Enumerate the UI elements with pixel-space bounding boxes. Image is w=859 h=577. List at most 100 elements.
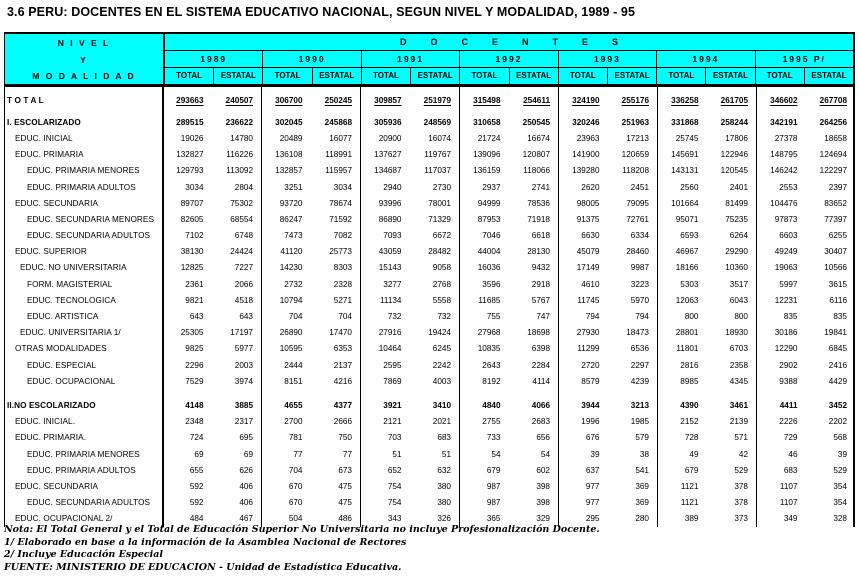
cell-value-text: 141900 [572,150,600,160]
cell-value: 38 [608,450,658,459]
cell-value-text: 6845 [828,344,847,354]
row-label-text: EDUC. PRIMARIA MENORES [27,449,140,459]
note-nota: Nota: El Total General y el Total de Edu… [4,524,600,535]
cell-value: 2683 [509,417,559,426]
cell-value: 2940 [360,183,410,192]
year-header-1990: 1990 [263,51,362,67]
cell-value-text: 143131 [671,166,699,176]
cell-value-text: 6334 [630,231,649,241]
cell-value-text: 120659 [621,150,649,160]
subcols-row: TOTAL ESTATAL TOTAL ESTATAL TOTAL ESTATAL TOTA… [165,68,853,84]
cell-value: 25745 [657,134,707,143]
cell-value-text: 8985 [680,376,699,386]
cell-value-text: 82605 [180,214,204,224]
cell-value-text: 754 [387,481,402,491]
cell-value-text: 305936 [374,117,402,127]
cell-value-text: 342191 [770,117,798,127]
row-label-text: EDUC. INICIAL. [15,417,76,427]
cell-value: 1985 [608,417,658,426]
cell-value: 236622 [212,118,262,127]
cell-value-text: 11299 [577,344,600,354]
cell-value: 16074 [410,134,460,143]
nivel-label: N I V E L [57,38,111,48]
cell-value: 115957 [311,166,361,175]
cell-value-text: 2152 [680,417,699,427]
cell-value-text: 68554 [230,214,253,224]
cell-value: 987 [459,482,509,491]
cell-value-text: 45079 [576,247,600,257]
cell-value: 343 [360,514,410,523]
cell-value: 7227 [212,263,262,272]
cell-value-text: 267708 [819,95,847,105]
cell-value-text: 732 [387,312,402,322]
cell-value: 6255 [806,231,856,240]
cell-value-text: 1107 [779,498,798,508]
cell-value-text: 258244 [720,117,748,127]
cell-value-text: 11745 [577,295,600,305]
cell-value: 9058 [410,263,460,272]
row-label-text: EDUC. ESPECIAL [27,360,97,370]
cell-value: 703 [360,433,410,442]
cell-value-text: 1121 [680,498,699,508]
total-subheader: TOTAL [263,68,313,84]
cell-value: 331868 [657,118,707,127]
cell-value-text: 25773 [329,247,352,257]
note-fuente: FUENTE: MINISTERIO DE EDUCACION - Unidad… [4,561,402,573]
cell-value-text: 78674 [329,198,352,208]
cell-value: 15143 [360,263,410,272]
cell-value: 7869 [360,377,410,386]
cell-value-text: 398 [536,498,550,508]
cell-value: 258244 [707,118,757,127]
cell-value-text: 835 [783,312,798,322]
cell-value-text: 43059 [378,247,402,257]
cell-value: 18930 [707,328,757,337]
cell-value-text: 2296 [185,360,204,370]
cell-value: 20900 [360,134,410,143]
cell-value-text: 27378 [774,133,798,143]
year-header-1994: 1994 [657,51,756,67]
cell-value: 293663 [162,96,212,105]
cell-value: 2730 [410,183,460,192]
cell-value-text: 120545 [720,166,748,176]
cell-value: 2451 [608,183,658,192]
cell-value-text: 134687 [374,166,402,176]
cell-value-text: 2397 [828,182,847,192]
row-label-text: EDUC. NO UNIVERSITARIA [20,263,127,273]
cell-value-text: 2242 [432,360,451,370]
cell-value-text: 728 [684,433,699,443]
cell-value-text: 236622 [225,117,253,127]
cell-value-text: 4003 [432,376,451,386]
cell-value: 120659 [608,150,658,159]
cell-value: 8192 [459,377,509,386]
cell-value-text: 343 [387,514,402,524]
cell-value-text: 4840 [482,400,501,410]
cell-value: 467 [212,514,262,523]
row-label-text: I. ESCOLARIZADO [7,117,81,127]
cell-value: 9821 [162,296,212,305]
cell-value-text: 2121 [383,417,402,427]
cell-value-text: 18166 [675,263,699,273]
year-header-1993: 1993 [559,51,658,67]
cell-value: 10464 [360,344,410,353]
cell-value-text: 132857 [275,166,303,176]
row-label: I. ESCOLARIZADO [4,118,162,127]
cell-value: 704 [261,312,311,321]
cell-value: 11801 [657,344,707,353]
cell-value: 39 [806,450,856,459]
cell-value-text: 2940 [383,182,402,192]
cell-value: 42 [707,450,757,459]
cell-value-text: 7102 [185,231,204,241]
cell-value-text: 2137 [333,360,352,370]
cell-value: 2139 [707,417,757,426]
cell-value-text: 28460 [626,247,649,257]
cell-value: 3034 [311,183,361,192]
estatal-subheader: ESTATAL [313,68,362,84]
cell-value-text: 5970 [630,295,649,305]
cell-value-text: 6043 [729,295,748,305]
row-label-text: EDUC. SECUNDARIA ADULTOS [27,498,151,508]
cell-value-text: 9987 [630,263,649,273]
cell-value: 2444 [261,361,311,370]
cell-value: 77397 [806,215,856,224]
cell-value-text: 2451 [630,182,649,192]
cell-value: 141900 [558,150,608,159]
